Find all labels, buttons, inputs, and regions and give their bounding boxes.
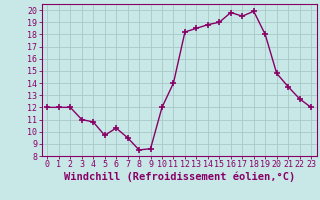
X-axis label: Windchill (Refroidissement éolien,°C): Windchill (Refroidissement éolien,°C)	[64, 172, 295, 182]
